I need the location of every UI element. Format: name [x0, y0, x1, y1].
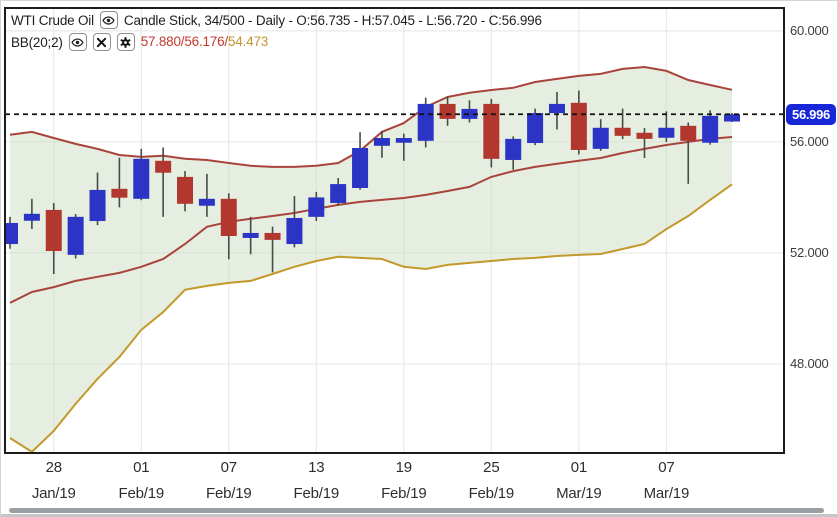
- bullish-candle: [23, 213, 40, 221]
- bullish-candle: [548, 103, 565, 114]
- bullish-candle: [592, 127, 609, 149]
- bearish-candle: [570, 102, 587, 150]
- date-axis-day-label: 13: [308, 459, 325, 476]
- bollinger-upper-band-line: [9, 65, 733, 168]
- bollinger-lower-band-line: [9, 183, 733, 453]
- indicator-legend-row: BB(20;2): [11, 31, 542, 53]
- indicator-visibility-button[interactable]: [68, 33, 87, 51]
- bullish-candle: [417, 103, 434, 141]
- bearish-candle: [680, 125, 697, 141]
- date-axis-day-label: 28: [45, 459, 63, 476]
- bullish-candle: [505, 138, 522, 160]
- indicator-name: BB(20;2): [11, 34, 63, 50]
- horizontal-scrollbar[interactable]: [9, 508, 824, 513]
- bullish-candle: [395, 138, 412, 143]
- chart-legend: WTI Crude Oil Candle Stick, 34/500 - Dai…: [11, 9, 542, 53]
- bearish-candle: [220, 198, 237, 236]
- bullish-candle: [242, 232, 259, 238]
- bearish-candle: [483, 103, 500, 159]
- series-info: Candle Stick, 34/500 - Daily - O:56.735 …: [123, 12, 542, 28]
- last-price-badge: 56.996: [786, 103, 836, 125]
- bullish-candle: [330, 184, 347, 203]
- bearish-candle: [111, 188, 128, 198]
- date-axis-day-label: 19: [395, 459, 413, 476]
- price-axis-label: 52.000: [790, 244, 829, 260]
- date-axis-day-label: 07: [658, 459, 675, 476]
- bb-value-lower: 54.473: [227, 34, 269, 49]
- date-axis-month-label: Mar/19: [643, 485, 690, 502]
- plot-frame: [4, 7, 785, 454]
- bearish-candle: [636, 132, 653, 139]
- date-axis-month-label: Feb/19: [293, 485, 340, 502]
- bearish-candle: [439, 103, 456, 119]
- symbol-name: WTI Crude Oil: [11, 12, 94, 28]
- x-icon: [96, 37, 107, 48]
- bearish-candle: [264, 232, 281, 240]
- bullish-candle: [702, 115, 719, 143]
- bearish-candle: [45, 209, 62, 251]
- bullish-candle: [724, 114, 740, 122]
- date-axis-month-label: Mar/19: [556, 485, 602, 502]
- eye-icon: [102, 14, 116, 27]
- date-axis-month-label: Feb/19: [118, 485, 165, 502]
- date-axis-day-label: 01: [570, 459, 588, 476]
- gear-icon: [119, 36, 132, 49]
- bullish-candle: [658, 127, 675, 138]
- bullish-candle: [198, 198, 215, 206]
- symbol-visibility-button[interactable]: [99, 11, 118, 29]
- symbol-legend-row: WTI Crude Oil Candle Stick, 34/500 - Dai…: [11, 9, 542, 31]
- bollinger-band-fill: [10, 67, 732, 452]
- bullish-candle: [461, 108, 478, 119]
- indicator-remove-button[interactable]: [92, 33, 111, 51]
- price-axis-label: 60.000: [790, 22, 829, 38]
- date-axis-day-label: 01: [133, 459, 150, 476]
- date-axis-day-label: 07: [220, 459, 238, 476]
- bullish-candle: [373, 138, 390, 146]
- bullish-candle: [133, 158, 150, 199]
- bullish-candle: [308, 197, 325, 217]
- date-axis-month-label: Jan/19: [31, 485, 76, 502]
- bearish-candle: [614, 127, 631, 136]
- price-axis-label: 48.000: [790, 355, 829, 371]
- bearish-candle: [155, 160, 172, 173]
- date-axis-month-label: Feb/19: [381, 485, 427, 502]
- bullish-candle: [5, 222, 18, 245]
- date-axis-day-label: 25: [483, 459, 500, 476]
- bollinger-middle-band-line: [9, 136, 733, 304]
- bullish-candle: [67, 216, 84, 255]
- date-axis-month-label: Feb/19: [206, 485, 252, 502]
- eye-icon: [71, 36, 84, 49]
- bullish-candle: [352, 148, 369, 188]
- bb-values-upper-middle: 57.880/56.176/: [140, 34, 228, 49]
- indicator-settings-button[interactable]: [116, 33, 135, 51]
- price-axis-label: 56.000: [790, 133, 829, 149]
- bullish-candle: [286, 217, 303, 245]
- bearish-candle: [177, 176, 194, 204]
- bullish-candle: [527, 113, 544, 144]
- date-axis-month-label: Feb/19: [468, 485, 515, 502]
- bullish-candle: [89, 189, 106, 222]
